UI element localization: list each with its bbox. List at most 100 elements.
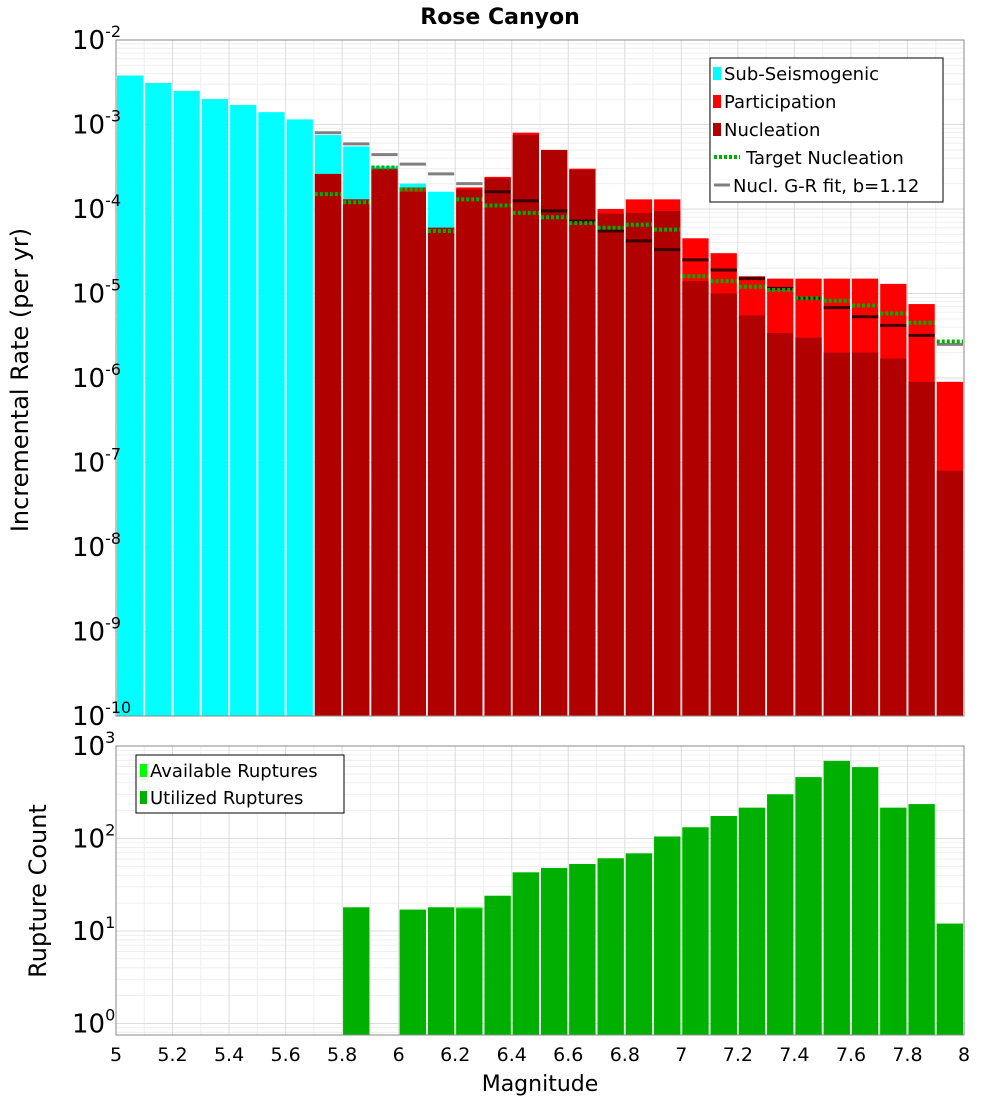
nucleation-bar <box>569 169 596 716</box>
utilized-rupture-bar <box>682 827 709 1035</box>
utilized-rupture-bar <box>399 909 426 1035</box>
utilized-rupture-bar <box>851 767 879 1035</box>
utilized-rupture-bar <box>908 804 935 1035</box>
nucleation-bar <box>880 358 907 716</box>
sub-seismogenic-bar <box>173 90 200 716</box>
legend-swatch-sub-seismogenic <box>713 67 721 80</box>
utilized-rupture-bar <box>710 816 737 1035</box>
x-tick-label: 7 <box>675 1044 687 1066</box>
x-tick-label: 5.4 <box>214 1044 244 1066</box>
nucleation-bar <box>371 168 398 717</box>
x-tick-label: 5.8 <box>327 1044 357 1066</box>
sub-seismogenic-bar <box>258 112 285 717</box>
nucleation-bar <box>936 470 963 716</box>
legend-label-gr-fit: Nucl. G-R fit, b=1.12 <box>733 176 919 197</box>
top-plot-frame <box>115 39 965 717</box>
nucleation-bar <box>682 281 709 716</box>
utilized-rupture-bar <box>823 760 850 1035</box>
top-y-tick-label: 10-3 <box>72 107 121 141</box>
utilized-rupture-bar <box>569 863 596 1035</box>
bottom-panel: 100 101 102 103 5 5.2 5.4 5.6 5.8 6 6.2 6.4 6.6 6.8 7… <box>24 728 970 1097</box>
utilized-rupture-bar <box>427 907 455 1035</box>
nucleation-bar <box>597 213 624 716</box>
x-tick-label: 5.2 <box>157 1044 187 1066</box>
x-tick-label: 8 <box>958 1044 970 1066</box>
utilized-rupture-bar <box>880 807 907 1035</box>
x-tick-label: 5.6 <box>270 1044 300 1066</box>
sub-seismogenic-bar <box>230 105 257 716</box>
nucleation-bars <box>314 135 963 717</box>
top-y-tick-label: 10-4 <box>72 191 121 225</box>
x-tick-label: 6.2 <box>440 1044 470 1066</box>
legend-label-sub-seismogenic: Sub-Seismogenic <box>724 64 879 85</box>
top-legend-box <box>709 57 944 203</box>
x-tick-label: 6.4 <box>497 1044 527 1066</box>
sub-seismogenic-bar <box>286 119 313 716</box>
top-y-tick-label: 10-5 <box>72 276 121 310</box>
bottom-y-axis-label: Rupture Count <box>24 804 52 978</box>
x-tick-labels: 5 5.2 5.4 5.6 5.8 6 6.2 6.4 6.6 6.8 7 7.2 7.4 7.6 7.8 8 <box>110 1044 970 1066</box>
bottom-plot-frame <box>115 745 965 1036</box>
x-tick-label: 7.8 <box>892 1044 922 1066</box>
legend-label-utilized: Utilized Ruptures <box>150 788 303 809</box>
bottom-y-tick-label: 102 <box>72 820 115 854</box>
utilized-rupture-bar <box>767 794 794 1035</box>
x-tick-label: 6 <box>393 1044 405 1066</box>
x-axis-label: Magnitude <box>482 1072 599 1097</box>
top-legend: Sub-Seismogenic Participation Nucleation… <box>709 57 944 203</box>
utilized-rupture-bar <box>597 858 624 1035</box>
nucleation-bar <box>654 210 681 716</box>
bottom-y-ticks: 100 101 102 103 <box>72 728 115 1039</box>
x-tick-label: 7.6 <box>836 1044 866 1066</box>
top-y-tick-label: 10-2 <box>72 22 121 56</box>
top-y-ticks: 10-10 10-9 10-8 10-7 10-6 10-5 10-4 10-3 10-2 <box>72 22 131 732</box>
top-y-tick-label: 10-6 <box>72 360 121 394</box>
top-y-axis-label: Incremental Rate (per yr) <box>6 228 34 532</box>
nucleation-bar <box>456 189 483 716</box>
top-y-tick-label: 10-7 <box>72 445 121 479</box>
utilized-rupture-bar <box>738 807 766 1035</box>
x-tick-label: 7.2 <box>723 1044 753 1066</box>
legend-swatch-nucleation <box>713 123 721 136</box>
top-y-tick-label: 10-10 <box>72 698 131 732</box>
nucleation-bar <box>767 333 794 716</box>
sub-seismogenic-bar <box>201 99 229 716</box>
utilized-rupture-bars <box>343 760 963 1035</box>
target-nucleation-marks <box>314 165 963 344</box>
x-tick-label: 6.8 <box>610 1044 640 1066</box>
legend-label-available: Available Ruptures <box>150 761 318 782</box>
utilized-rupture-bar <box>484 895 511 1035</box>
sub-seismogenic-bar <box>117 75 144 716</box>
legend-label-nucleation: Nucleation <box>724 120 820 141</box>
nucleation-bar <box>343 199 370 717</box>
nucleation-bar <box>484 178 511 717</box>
legend-swatch-participation <box>713 95 721 108</box>
bottom-legend-box <box>135 754 345 814</box>
sub-seismogenic-bar <box>145 82 172 717</box>
legend-label-participation: Participation <box>724 92 836 113</box>
nucleation-bar <box>795 337 822 716</box>
bottom-y-tick-label: 103 <box>72 728 115 762</box>
utilized-rupture-bar <box>541 867 568 1035</box>
utilized-rupture-bar <box>456 908 483 1035</box>
nucleation-bar <box>427 227 455 716</box>
bottom-y-tick-label: 101 <box>72 913 115 947</box>
nucleation-bar <box>541 149 568 717</box>
nucleation-bar <box>823 352 850 716</box>
x-tick-label: 5 <box>110 1044 122 1066</box>
legend-swatch-utilized <box>140 791 147 804</box>
nucleation-bar <box>908 381 935 716</box>
chart-title: Rose Canyon <box>420 5 580 30</box>
legend-label-target-nucleation: Target Nucleation <box>745 148 904 169</box>
x-tick-label: 6.6 <box>553 1044 583 1066</box>
top-panel: 10-10 10-9 10-8 10-7 10-6 10-5 10-4 10-3 10-2 In… <box>6 22 965 732</box>
nucleation-bar <box>512 135 539 717</box>
nucleation-bar <box>314 173 342 716</box>
nucleation-bar <box>625 212 653 716</box>
utilized-rupture-bar <box>654 836 681 1035</box>
legend-swatch-available <box>140 764 147 777</box>
x-tick-label: 7.4 <box>779 1044 809 1066</box>
nucleation-bar <box>851 352 879 716</box>
utilized-rupture-bar <box>512 872 539 1035</box>
